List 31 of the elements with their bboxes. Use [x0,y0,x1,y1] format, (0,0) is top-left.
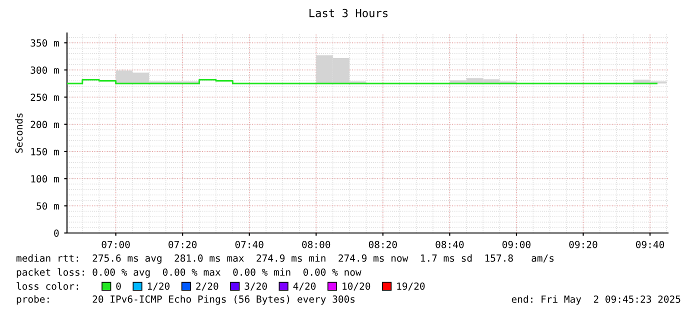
text: loss color: [16,282,78,290]
y-tick-label: 50 m [36,202,59,210]
y-tick-label: 300 m [30,66,59,74]
y-tick-label: 100 m [31,175,59,183]
text: packet loss: 0.00 % avg 0.00 % max 0.00 % min 0.00 % now [16,268,362,278]
x-tick-label: 07:00 [102,240,130,248]
text: probe: 20 IPv6-ICMP Echo Pings (56 Bytes) every 300s [16,295,355,305]
y-tick-label: 350 m [30,39,59,47]
x-tick-label: 08:00 [302,240,330,248]
legend-label: 3/20 [244,282,267,291]
chart-title: Last 3 Hours [310,8,388,18]
x-tick-label: 09:20 [569,240,598,248]
y-tick-label: 150 m [31,148,59,156]
y-tick-label: 250 m [30,94,59,101]
legend-label: 2/20 [196,282,218,291]
text: end: Fri May 2 09:45:23 2025 [512,295,680,305]
x-tick-label: 07:20 [168,240,197,248]
legend-label: 19/20 [397,282,425,291]
x-tick-label: 09:40 [636,240,664,248]
y-tick-label: 200 m [30,120,59,128]
x-tick-label: 09:00 [502,240,530,248]
legend-label: 1/20 [148,282,170,291]
x-tick-label: 07:40 [235,240,264,248]
text: median rtt: 275.6 ms avg 281.0 ms max 274.9 ms min 274.9 ms now 1.7 ms sd 157.8 am/s [16,254,554,264]
y-tick-label: 0 [54,230,59,237]
x-tick-label: 08:20 [368,240,397,248]
legend-label: 4/20 [293,282,316,291]
legend-label: 10/20 [342,282,370,291]
x-tick-label: 08:40 [436,240,464,248]
y-axis-title: Seconds [15,113,23,153]
legend-label: 0 [116,282,121,290]
